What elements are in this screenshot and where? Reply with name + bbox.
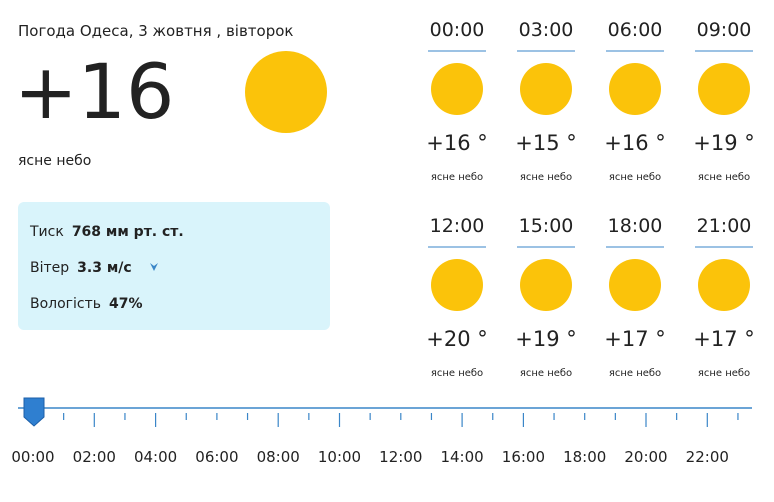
sun-icon xyxy=(609,63,661,115)
hour-condition: ясне небо xyxy=(520,172,572,183)
detail-value: 47% xyxy=(109,296,143,312)
detail-label: Вологість xyxy=(30,296,101,312)
wind-arrow xyxy=(150,263,158,271)
hour-condition: ясне небо xyxy=(520,368,572,379)
hour-time: 15:00 xyxy=(519,215,574,237)
details-box xyxy=(18,202,330,330)
timeline-label: 18:00 xyxy=(563,448,606,466)
timeline-label: 12:00 xyxy=(379,448,422,466)
detail-label: Тиск xyxy=(29,224,64,240)
hour-condition: ясне небо xyxy=(698,368,750,379)
title: Погода Одеса, 3 жовтня , вівторок xyxy=(18,22,293,40)
hour-time: 21:00 xyxy=(697,215,752,237)
timeline-label: 20:00 xyxy=(624,448,667,466)
hour-temperature: +16 ° xyxy=(426,131,488,155)
timeline-label: 10:00 xyxy=(318,448,361,466)
hour-time: 00:00 xyxy=(430,19,485,41)
sun-icon xyxy=(245,51,327,133)
hour-time: 12:00 xyxy=(430,215,485,237)
timeline-label: 16:00 xyxy=(502,448,545,466)
detail-value: 768 мм рт. ст. xyxy=(72,224,184,240)
current-condition: ясне небо xyxy=(18,153,91,169)
current-temperature: +16 xyxy=(14,47,174,136)
hour-time: 03:00 xyxy=(519,19,574,41)
timeline-label: 14:00 xyxy=(440,448,483,466)
hour-time: 18:00 xyxy=(608,215,663,237)
sun-icon xyxy=(698,259,750,311)
timeline-label: 06:00 xyxy=(195,448,238,466)
sun-icon xyxy=(431,63,483,115)
timeline-label: 08:00 xyxy=(257,448,300,466)
sun-icon xyxy=(609,259,661,311)
sun-icon xyxy=(431,259,483,311)
hour-condition: ясне небо xyxy=(609,368,661,379)
hour-temperature: +20 ° xyxy=(426,327,488,351)
hour-temperature: +16 ° xyxy=(604,131,666,155)
hour-condition: ясне небо xyxy=(609,172,661,183)
timeline-label: 04:00 xyxy=(134,448,177,466)
hour-temperature: +19 ° xyxy=(693,131,755,155)
hour-temperature: +15 ° xyxy=(515,131,577,155)
hour-condition: ясне небо xyxy=(431,368,483,379)
hour-temperature: +17 ° xyxy=(693,327,755,351)
timeline-handle[interactable] xyxy=(23,397,45,427)
timeline-label: 00:00 xyxy=(11,448,54,466)
hour-time: 09:00 xyxy=(697,19,752,41)
hour-temperature: +17 ° xyxy=(604,327,666,351)
hour-time: 06:00 xyxy=(608,19,663,41)
sun-icon xyxy=(520,259,572,311)
timeline-label: 02:00 xyxy=(73,448,116,466)
hour-temperature: +19 ° xyxy=(515,327,577,351)
sun-icon xyxy=(698,63,750,115)
detail-label: Вітер xyxy=(30,260,69,276)
detail-value: 3.3 м/с xyxy=(77,260,132,276)
sun-icon xyxy=(520,63,572,115)
hour-condition: ясне небо xyxy=(698,172,750,183)
timeline-label: 22:00 xyxy=(686,448,729,466)
hour-condition: ясне небо xyxy=(431,172,483,183)
